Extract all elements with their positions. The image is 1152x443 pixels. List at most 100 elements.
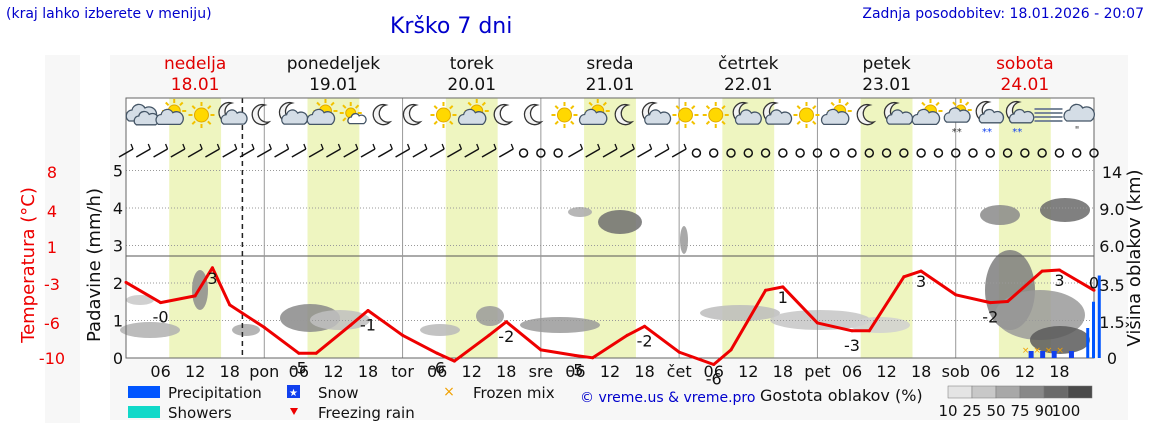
cloud-height-tick-label: 3.5	[1099, 276, 1124, 295]
sun-ray	[796, 105, 801, 110]
day-date: 18.01	[171, 75, 220, 95]
sun-ray	[342, 117, 347, 122]
wind-barb	[268, 143, 272, 150]
sun-ray	[165, 101, 170, 107]
wind-barb	[147, 143, 151, 150]
hour-tick-label: 12	[876, 362, 896, 381]
cloud-density-tick: 75	[1010, 402, 1029, 420]
cloud-shape	[978, 108, 1005, 124]
sun-ray	[354, 104, 360, 109]
wind-barb	[464, 148, 480, 158]
wind-barb	[326, 148, 341, 158]
cloud-shape	[347, 112, 367, 125]
temperature-point	[643, 324, 647, 328]
day-name: torek	[450, 54, 494, 74]
wind-barb	[251, 143, 255, 150]
cloud-patch	[232, 324, 260, 336]
cloud-shape	[1063, 103, 1095, 122]
day-date: 24.01	[1001, 75, 1050, 95]
sun-disc	[677, 107, 693, 123]
moon-icon	[614, 103, 635, 126]
moon-icon	[251, 103, 272, 126]
snow-flakes: **	[952, 127, 962, 138]
calm-wind-circle	[691, 148, 702, 158]
sun-ray	[705, 105, 711, 110]
wind-barb	[256, 148, 272, 158]
data-labels: -0 3 -5 -1 -6 -2 -5 -2 -6 1 -3 3 -2 3 0	[153, 269, 1099, 389]
precipitation-bar	[1097, 275, 1101, 358]
snow-swatch	[287, 385, 300, 398]
moon-crescent	[251, 103, 272, 126]
precip-tick-label: 1	[113, 312, 123, 331]
weather-icon-row: ** ** ** "	[125, 99, 1095, 138]
wind-barb	[320, 143, 324, 150]
sun-cloud-icon	[911, 99, 943, 126]
temperature-point	[902, 275, 906, 279]
cloud-patch	[598, 210, 642, 234]
temperature-point	[1057, 268, 1061, 272]
hour-tick-label: 18	[220, 362, 240, 381]
wind-barb	[683, 143, 687, 150]
day-name: petek	[862, 54, 910, 74]
cloud-snow-icon: **	[943, 99, 972, 138]
temperature-tick-label: -10	[39, 349, 65, 368]
wind-barb	[498, 148, 514, 158]
calm-wind-circle	[847, 148, 857, 158]
hour-tick-label: 06	[150, 362, 170, 381]
wind-barb	[222, 148, 238, 158]
location-hint: (kraj lahko izberete v meniju)	[6, 6, 212, 22]
calm-wind-circle	[760, 148, 771, 158]
sun-disc	[708, 107, 724, 123]
cloud-patch	[120, 322, 180, 338]
rain-cloud-icon: "	[1063, 103, 1095, 136]
axes: nedelja18.01ponedeljek19.01torek20.01sre…	[18, 54, 1145, 381]
copyright-text: © vreme.us & vreme.pro	[580, 390, 755, 406]
snow-bar	[1051, 351, 1057, 358]
wind-barb	[447, 148, 462, 158]
wind-barb	[458, 143, 463, 150]
calm-wind-circle	[1054, 148, 1065, 158]
daylight-band	[169, 98, 222, 358]
showers-legend-label: Showers	[168, 404, 232, 422]
cloud-density-swatch	[971, 385, 997, 399]
moon-crescent	[523, 103, 544, 126]
page-title: Krško 7 dni	[390, 14, 513, 39]
precipitation-legend-label: Precipitation	[168, 384, 262, 402]
calm-wind-circle	[1037, 148, 1047, 158]
calm-wind-circle	[985, 148, 996, 158]
wind-barb	[337, 143, 342, 150]
showers-swatch	[128, 406, 160, 418]
wind-barb	[199, 143, 203, 150]
sun-ray	[570, 120, 575, 125]
cloud-shape	[306, 108, 336, 126]
frozen-mix-mark: ×	[1045, 346, 1053, 356]
temperature-point	[159, 301, 163, 305]
sun-cloud-icon	[457, 99, 489, 126]
precip-tick-label: 2	[113, 274, 123, 293]
calm-wind-circle	[518, 148, 529, 158]
fog-cloud-icon	[1034, 108, 1063, 122]
sun-ray	[191, 120, 196, 125]
moon-cloud-icon	[762, 101, 793, 125]
cloud-patch	[680, 226, 688, 254]
temperature-point	[124, 280, 128, 284]
precip-tick-label: 5	[113, 162, 123, 181]
wind-barb	[441, 143, 445, 150]
sun-disc	[435, 107, 451, 123]
precip-tick-label: 0	[113, 349, 123, 368]
calm-wind-circle	[933, 148, 944, 158]
sun-ray	[207, 120, 212, 125]
temperature-point	[314, 351, 318, 355]
wind-barb	[130, 143, 134, 150]
sun-icon	[430, 102, 457, 128]
cloud-patch	[476, 306, 504, 326]
cloudy-night-icon	[125, 103, 160, 126]
moon-icon	[372, 103, 393, 126]
temperature-point	[297, 351, 301, 355]
temperature-point	[349, 323, 353, 327]
wind-barb	[481, 148, 497, 158]
cloud-patch	[568, 207, 592, 217]
moon-crescent	[856, 103, 877, 126]
temperature-tick-label: 4	[47, 202, 57, 221]
temperature-point	[504, 320, 508, 324]
